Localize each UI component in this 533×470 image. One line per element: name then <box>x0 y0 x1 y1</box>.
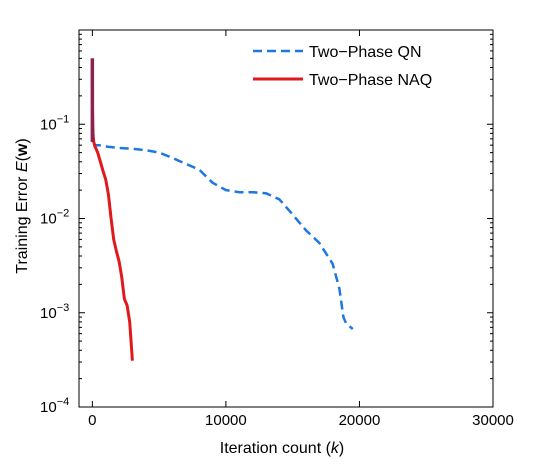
axis-ticks <box>79 30 494 408</box>
y-tick-label: 10−4 <box>40 396 69 416</box>
series-line-qn <box>91 58 354 331</box>
y-tick-label: 10−1 <box>40 113 69 133</box>
series-line-naq <box>90 58 134 361</box>
legend-label-naq: Two−Phase NAQ <box>309 72 432 89</box>
y-tick-label: 10−2 <box>40 208 69 228</box>
legend-label-qn: Two−Phase QN <box>309 44 422 61</box>
x-tick-labels: 0 10000 20000 30000 <box>88 412 514 429</box>
x-tick-label: 30000 <box>472 412 514 429</box>
y-axis-label: Training Error E(w) <box>14 138 31 273</box>
legend: Two−Phase QN Two−Phase NAQ <box>253 44 432 89</box>
series-lines <box>90 58 354 361</box>
x-tick-label: 20000 <box>339 412 381 429</box>
y-tick-label: 10−3 <box>40 302 69 322</box>
x-tick-label: 0 <box>88 412 96 429</box>
x-axis-label: Iteration count (k) <box>220 440 345 457</box>
y-tick-labels: 10−1 10−2 10−3 10−4 <box>40 113 69 416</box>
x-tick-label: 10000 <box>205 412 247 429</box>
